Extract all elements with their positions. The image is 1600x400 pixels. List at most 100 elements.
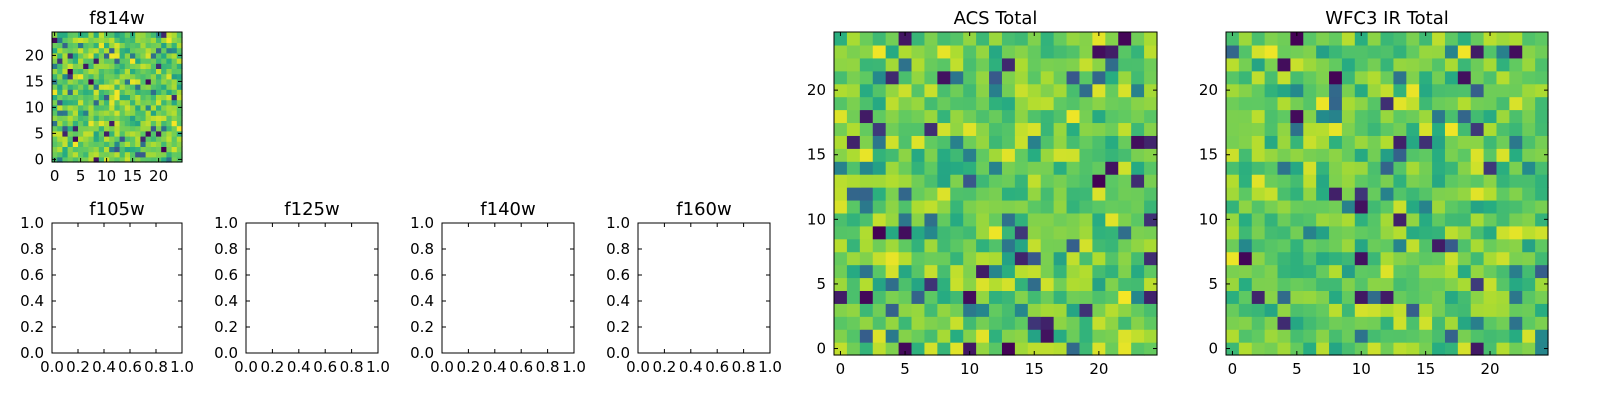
heatmap-cell <box>1444 199 1459 214</box>
heatmap-cell <box>1053 238 1068 253</box>
heatmap-cell <box>1040 290 1055 304</box>
heatmap-cell <box>176 141 183 147</box>
heatmap-cell <box>1144 44 1158 59</box>
heatmap-cell <box>846 96 861 111</box>
heatmap-cell <box>1496 148 1510 162</box>
heatmap-cell <box>1393 212 1407 227</box>
heatmap-cell <box>1457 264 1472 279</box>
heatmap-cell <box>1014 342 1029 356</box>
heatmap-cell <box>924 212 938 227</box>
heatmap-cell <box>1522 290 1536 304</box>
heatmap-cell <box>88 136 95 142</box>
heatmap-cell <box>176 136 183 142</box>
heatmap-cell <box>171 94 178 101</box>
heatmap-cell <box>846 277 861 291</box>
heatmap-cell <box>963 96 977 111</box>
heatmap-cell <box>1432 148 1446 162</box>
heatmap-cell <box>1264 187 1279 201</box>
heatmap-cell <box>963 44 977 59</box>
heatmap-cell <box>1092 83 1106 98</box>
heatmap-cell <box>989 122 1003 136</box>
heatmap-cell <box>166 68 173 75</box>
heatmap-cell <box>963 32 977 46</box>
heatmap-cell <box>1027 135 1042 149</box>
heatmap-cell <box>98 47 105 54</box>
heatmap-cell <box>1303 238 1317 253</box>
heatmap-cell <box>88 52 95 59</box>
heatmap-cell <box>846 329 861 343</box>
heatmap-cell <box>1079 44 1093 59</box>
heatmap-cell <box>72 146 79 153</box>
heatmap-cell <box>1470 212 1485 227</box>
heatmap-cell <box>976 329 990 343</box>
heatmap-cell <box>885 329 900 343</box>
heatmap-cell <box>859 342 874 356</box>
heatmap-cell <box>161 115 167 121</box>
heatmap-cell <box>872 135 887 149</box>
heatmap-cell <box>1226 135 1240 149</box>
heatmap-cell <box>989 161 1003 175</box>
heatmap-cell <box>78 141 84 147</box>
heatmap-cell <box>1341 277 1356 291</box>
heatmap-cell <box>166 115 173 121</box>
heatmap-cell <box>1509 57 1523 72</box>
heatmap-cell <box>963 342 977 356</box>
heatmap-cell <box>1040 187 1055 201</box>
heatmap-cell <box>1367 109 1382 124</box>
heatmap-cell <box>911 342 926 356</box>
heatmap-cell <box>885 32 900 46</box>
heatmap-cell <box>898 96 913 111</box>
heatmap-cell <box>1040 277 1055 291</box>
heatmap-cell <box>1001 109 1016 124</box>
heatmap-cell <box>166 78 173 85</box>
heatmap-cell <box>140 32 147 38</box>
heatmap-cell <box>1432 174 1446 188</box>
heatmap-cell <box>1277 83 1291 98</box>
heatmap-cell <box>109 151 115 158</box>
heatmap-cell <box>150 52 157 59</box>
heatmap-cell <box>166 94 173 101</box>
heatmap-cell <box>93 130 100 137</box>
heatmap-cell <box>57 130 63 137</box>
heatmap-cell <box>1509 264 1523 279</box>
heatmap-cell <box>1251 225 1266 240</box>
heatmap-cell <box>846 148 861 162</box>
heatmap-cell <box>1290 238 1304 253</box>
heatmap-cell <box>976 290 990 304</box>
heatmap-cell <box>1457 277 1472 291</box>
heatmap-cell <box>62 151 69 158</box>
heatmap-cell <box>1131 212 1145 227</box>
heatmap-cell <box>1040 161 1055 175</box>
heatmap-cell <box>1079 57 1093 72</box>
heatmap-cell <box>156 151 162 158</box>
heatmap-cell <box>135 47 141 54</box>
heatmap-cell <box>1092 122 1106 136</box>
heatmap-cell <box>1118 329 1132 343</box>
heatmap-cell <box>1264 303 1279 317</box>
heatmap-cell <box>898 70 913 85</box>
heatmap-cell <box>1251 122 1266 136</box>
heatmap-cell <box>1264 342 1279 356</box>
heatmap-cell <box>872 161 887 175</box>
heatmap-cell <box>1496 161 1510 175</box>
heatmap-cell <box>57 89 63 95</box>
heatmap-cell <box>1354 303 1369 317</box>
heatmap-cell <box>1354 96 1369 111</box>
heatmap-cell <box>859 251 874 266</box>
heatmap-cell <box>1470 32 1485 46</box>
heatmap-cell <box>145 63 152 69</box>
heatmap-cell <box>57 99 63 106</box>
heatmap-cell <box>1444 225 1459 240</box>
heatmap-cell <box>911 277 926 291</box>
heatmap-cell <box>1470 225 1485 240</box>
heatmap-cell <box>1483 329 1498 343</box>
heatmap-cell <box>989 57 1003 72</box>
y-tick-label: 15 <box>807 146 826 164</box>
heatmap-cell <box>1367 83 1382 98</box>
heatmap-cell <box>1522 57 1536 72</box>
heatmap-cell <box>104 73 110 80</box>
heatmap-cell <box>119 89 126 95</box>
heatmap-cell <box>950 277 964 291</box>
heatmap-cell <box>88 63 95 69</box>
